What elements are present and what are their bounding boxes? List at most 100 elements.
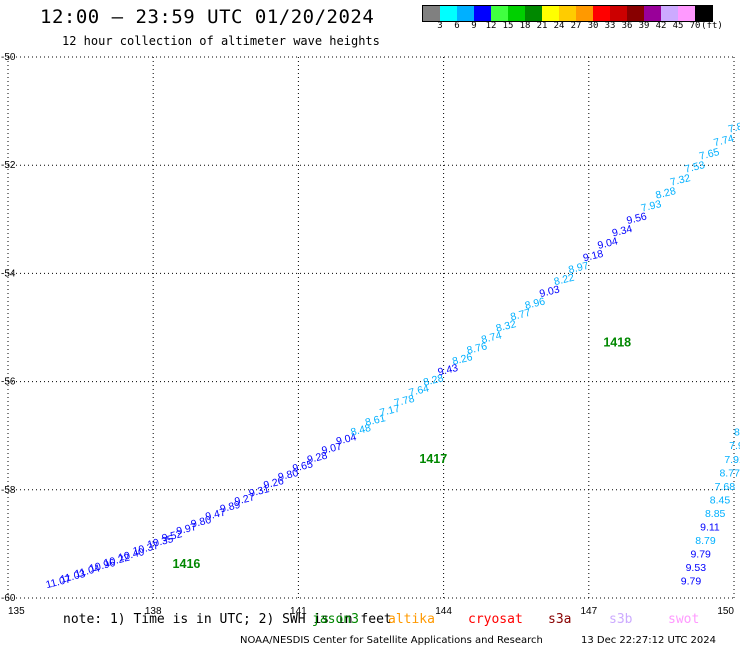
swh-value-label: 7.53 [683,159,706,176]
colorbar-label: 36 [621,21,633,31]
legend-item-jason3: jason3 [312,612,359,627]
swh-value-label: 9.47 [204,506,227,523]
colorbar-swatch [661,6,678,21]
colorbar-label: (ft) [701,21,723,31]
swh-value-label: 9.79 [681,575,702,587]
colorbar-swatch [644,6,661,21]
colorbar-swatch [576,6,593,21]
colorbar-swatch [457,6,474,21]
swh-value-label: 7.68 [715,481,736,493]
swh-value-label: 8.79 [695,535,716,547]
colorbar-swatch [423,6,440,21]
pass-annotations: 1416 1417 1418 [173,335,632,571]
swh-value-label: 8.74 [480,329,503,346]
swh-value-label: 9.89 [219,499,242,516]
colorbar-swatch [610,6,627,21]
swh-value-label: 8.22 [553,272,576,289]
x-tick-label: 135 [8,606,25,617]
swh-value-label: 8.61 [364,412,387,429]
colorbar-label: 6 [454,21,460,31]
swh-value-label: 9.79 [690,548,711,560]
swh-value-label: 9.34 [611,223,634,240]
colorbar-swatch [474,6,491,21]
swh-value-label: 7.91 [724,454,740,466]
colorbar-label: 39 [638,21,650,31]
y-tick-label: -56 [1,377,16,388]
swh-value-label: 9.52 [161,528,184,545]
swh-value-label: 8.28 [654,185,677,202]
swh-value-label: 8.85 [705,508,726,520]
swh-value-label: 9.04 [335,431,358,448]
colorbar-label: 42 [655,21,667,31]
x-tick-label: 144 [435,606,452,617]
credit-timestamp: 13 Dec 22:27:12 UTC 2024 [581,635,716,646]
colorbar-swatch [559,6,576,21]
chart-title: 12:00 – 23:59 UTC 01/20/2024 [40,6,375,28]
legend-item-s3b: s3b [609,612,633,627]
colorbar-label: 9 [471,21,477,31]
swh-value-label: 9.80 [277,467,300,484]
swh-value-label: 9.18 [582,248,605,265]
swh-value-label: 8.45 [710,494,731,506]
colorbar-swatch [440,6,457,21]
swh-value-label: 9.03 [538,283,561,300]
swh-value-label: 9.65 [291,458,314,475]
y-tick-label: -54 [1,268,16,279]
y-tick-label: -52 [1,160,16,171]
legend-item-altika: altika [388,612,435,627]
swh-value-label: 9.80 [190,514,213,531]
colorbar-label: 18 [519,21,531,31]
swh-value-label: 7.96 [729,440,740,452]
pass-number-label: 1416 [173,557,201,571]
swh-value-label: 9.97 [175,521,198,538]
chart-subtitle: 12 hour collection of altimeter wave hei… [62,34,380,48]
swh-value-label: 9.56 [625,210,648,227]
colorbar-label: 21 [536,21,548,31]
colorbar-swatch [491,6,508,21]
swh-value-label: 8.32 [495,318,518,335]
colorbar-swatch [593,6,610,21]
grid-lines [7,56,735,599]
swh-value-label: 9.43 [437,362,460,379]
swh-value-label: 7.32 [669,172,692,189]
x-tick-label: 150 [717,606,734,617]
y-tick-label: -50 [1,52,16,63]
swh-value-label: 7.93 [640,198,663,215]
axis-ticks: 135 138 141 144 147 150 -50 -52 -54 -56 -58 -60 [1,52,734,617]
colorbar-label: 15 [502,21,514,31]
swh-value-label: 8.97 [567,260,590,277]
colorbar [422,5,713,22]
legend-item-s3a: s3a [548,612,572,627]
swh-value-label: 7.65 [698,146,721,163]
swh-value-label: 9.31 [248,483,271,500]
colorbar-swatch [678,6,695,21]
colorbar-swatch [508,6,525,21]
colorbar-swatch [627,6,644,21]
swh-value-label: 9.04 [596,235,619,252]
colorbar-label: 30 [587,21,599,31]
colorbar-label: 27 [570,21,582,31]
swh-value-label: 8.26 [451,351,474,368]
colorbar-label: 45 [672,21,684,31]
swh-value-label: 7.17 [379,403,402,420]
x-tick-label: 147 [580,606,597,617]
y-tick-label: -60 [1,593,16,604]
colorbar-label: 12 [485,21,497,31]
units-note: note: 1) Time is in UTC; 2) SWH is in fe… [63,612,392,627]
swh-value-label: 8.96 [524,295,547,312]
legend-item-cryosat: cryosat [468,612,523,627]
colorbar-swatch [695,6,712,21]
x-tick-label: 138 [145,606,162,617]
y-tick-label: -58 [1,485,16,496]
credit-text: NOAA/NESDIS Center for Satellite Applica… [240,635,543,646]
colorbar-label: 3 [437,21,443,31]
colorbar-label: 70 [689,21,701,31]
swh-value-label: 9.27 [233,491,256,508]
swh-value-label: 8.00 [734,427,740,439]
swh-value-label: 8.48 [349,422,372,439]
swh-value-label: 9.11 [700,521,720,533]
swh-value-label: 9.53 [686,562,707,574]
swh-value-label: 8.77 [719,467,740,479]
pass-number-label: 1417 [419,452,447,466]
swh-value-label: 9.07 [320,440,343,457]
